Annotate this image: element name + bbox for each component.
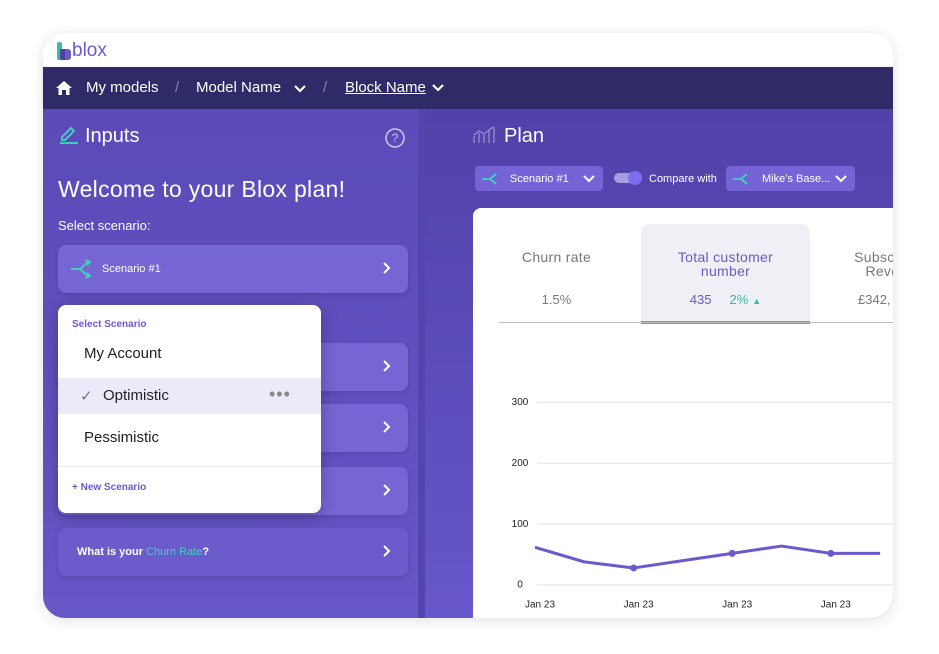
logo-text: blox [72,40,107,61]
y-tick-label: 300 [512,397,529,408]
welcome-heading: Welcome to your Blox plan! [58,176,346,202]
option-text: My Account [84,345,162,362]
churn-question-button[interactable]: What is your Churn Rate? [58,528,408,576]
data-point [827,549,835,557]
new-scenario[interactable]: + New Scenario [72,482,147,493]
logo-icon [57,42,71,60]
scenario-icon [733,173,748,185]
question-prefix: What is your [77,546,147,558]
tab-value-text: 435 [689,292,712,307]
chevron-right [383,262,391,274]
chevron-down [583,175,595,183]
svg-text:?: ? [392,131,399,145]
metric-tab[interactable]: Subscription Revenue £342, [810,224,893,322]
tab-value: 1.5% [473,292,641,307]
scenario-button[interactable]: Scenario #1 [58,245,408,293]
tab-underline [499,322,893,323]
compare-label: Compare with [649,173,717,185]
check-icon: ✓ [80,388,93,405]
tab-value: 435 2% ▲ [641,292,810,307]
chevron-down [294,85,306,93]
help-icon[interactable]: ? [384,127,406,149]
scenario-icon [71,259,92,279]
scenario-select[interactable]: Scenario #1 [475,166,603,191]
option-text: Optimistic [103,387,169,404]
line-series [534,544,881,570]
tab-title: Churn rate [521,249,592,265]
y-tick-label: 200 [512,458,529,469]
inputs-title: Inputs [85,125,140,147]
data-point [728,549,736,557]
scenario-text: Scenario #1 [102,263,161,275]
tab-title: Subscription Revenue [854,249,893,279]
change-arrow: ▲ [752,296,762,306]
tab-value-text: 1.5% [541,292,572,307]
select-label: Select scenario: [58,218,151,233]
question-highlight: Churn Rate [146,546,203,558]
chevron-right [383,545,391,557]
dropdown-divider [58,466,321,467]
scenario-icon [482,173,497,185]
metric-tab[interactable]: Total customer number 435 2% ▲ [641,224,810,324]
compare-select-text: Mike’s Base... [762,173,831,185]
dropdown-option[interactable]: My Account [58,336,321,372]
tab-value-text: £342, [858,292,891,307]
tab-title: Total customer number [677,249,774,279]
breadcrumb-item[interactable]: Block Name [345,79,426,96]
tab-change: 2% [729,292,749,307]
chevron-right [383,484,391,496]
app-window: blox My models / Model Name / Block Name… [43,33,893,618]
chevron-down [835,175,847,183]
y-tick-label: 0 [517,580,523,591]
chevron-right [383,421,391,433]
plan-title: Plan [504,125,545,147]
x-tick-label: Jan 23 [821,600,851,611]
compare-toggle[interactable] [613,170,643,186]
breadcrumb-separator: / [175,79,180,96]
dropdown-option[interactable]: Pessimistic [58,420,321,456]
scenario-dropdown: Select Scenario My Account ✓ ••• Optimistic… [58,305,321,513]
chevron-right [383,360,391,372]
home-icon[interactable] [55,80,73,96]
data-point [630,564,638,572]
x-tick-label: Jan 23 [525,600,555,611]
question-text: What is your Churn Rate? [77,546,209,558]
x-tick-label: Jan 23 [722,600,752,611]
scenario-select-text: Scenario #1 [510,173,569,185]
breadcrumb-bar: My models / Model Name / Block Name [43,67,893,109]
pencil-icon [60,126,78,144]
chevron-down [432,84,444,92]
panel-divider [418,109,425,618]
breadcrumb-separator: / [323,79,328,96]
question-suffix: ? [202,546,210,558]
chart-card: Churn rate 1.5% Total customer number 435 2%… [473,208,893,618]
plan-icon [473,126,495,143]
breadcrumb-item[interactable]: Model Name [196,79,282,96]
y-tick-label: 100 [512,519,529,530]
option-text: Pessimistic [84,429,160,446]
x-tick-label: Jan 23 [624,600,654,611]
dropdown-header: Select Scenario [72,319,147,330]
compare-select[interactable]: Mike’s Base... [726,166,855,191]
line-chart: 0 100 200 300 Jan 23 Jan 23 Jan 23 Jan 23 [512,397,893,611]
dropdown-option[interactable]: ✓ ••• Optimistic [58,378,321,414]
metric-tab[interactable]: Churn rate 1.5% [473,224,641,322]
breadcrumb-item[interactable]: My models [86,79,159,96]
more-icon[interactable]: ••• [269,384,291,404]
tab-value: £342, [858,292,893,307]
